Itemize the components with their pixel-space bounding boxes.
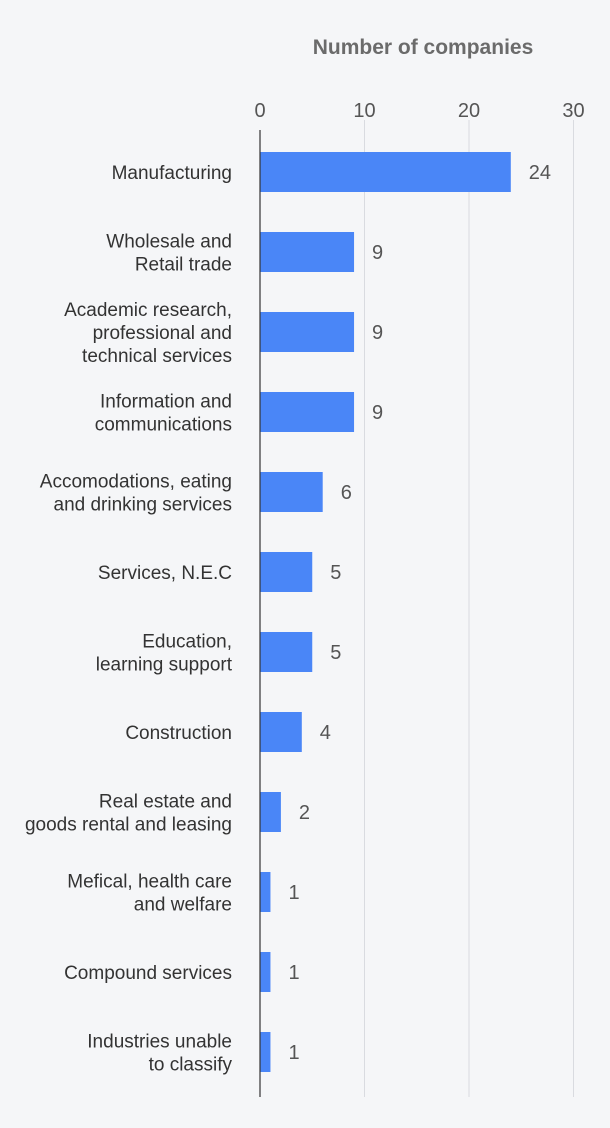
bar [260, 392, 355, 432]
value-label: 5 [330, 642, 341, 664]
value-label: 9 [372, 402, 383, 424]
value-label: 6 [341, 482, 352, 504]
category-label: Real estate and goods rental and leasing [25, 792, 232, 836]
bar [260, 552, 313, 592]
bar [260, 472, 323, 512]
category-label: Compound services [64, 963, 232, 984]
value-label: 1 [288, 882, 299, 904]
x-tick-label: 30 [562, 100, 584, 122]
x-tick-labels: 0 10 20 30 [254, 100, 584, 122]
bar [260, 952, 271, 992]
bars [260, 152, 511, 1072]
bar [260, 792, 281, 832]
category-label: Education, learning support [96, 632, 233, 676]
category-labels: Manufacturing Wholesale and Retail trade Ac… [25, 163, 233, 1076]
bar [260, 872, 271, 912]
category-label: Information and communications [95, 392, 232, 436]
bar [260, 632, 313, 672]
value-label: 24 [529, 162, 551, 184]
bar [260, 152, 511, 192]
category-label: Accomodations, eating and drinking servic… [40, 472, 232, 516]
value-label: 5 [330, 562, 341, 584]
category-label: Wholesale and Retail trade [106, 232, 232, 276]
value-label: 1 [288, 1042, 299, 1064]
x-tick-label: 0 [254, 100, 265, 122]
value-label: 9 [372, 242, 383, 264]
x-tick-label: 10 [353, 100, 375, 122]
value-label: 1 [288, 962, 299, 984]
category-label: Services, N.E.C [98, 563, 232, 584]
category-label: Manufacturing [112, 163, 232, 184]
bar [260, 232, 355, 272]
category-label: Mefical, health care and welfare [67, 872, 232, 916]
category-label: Industries unable to classify [87, 1032, 232, 1076]
category-label: Construction [125, 723, 232, 744]
value-label: 2 [299, 802, 310, 824]
bar [260, 312, 355, 352]
x-axis-title: Number of companies [313, 36, 534, 59]
bar [260, 1032, 271, 1072]
x-tick-label: 20 [458, 100, 480, 122]
bar [260, 712, 302, 752]
category-label: Academic research, professional and techni… [64, 300, 232, 367]
value-label: 9 [372, 322, 383, 344]
value-labels: 24 9 9 9 6 5 5 4 2 1 1 1 [288, 162, 551, 1064]
value-label: 4 [320, 722, 331, 744]
gridlines [364, 120, 574, 1097]
